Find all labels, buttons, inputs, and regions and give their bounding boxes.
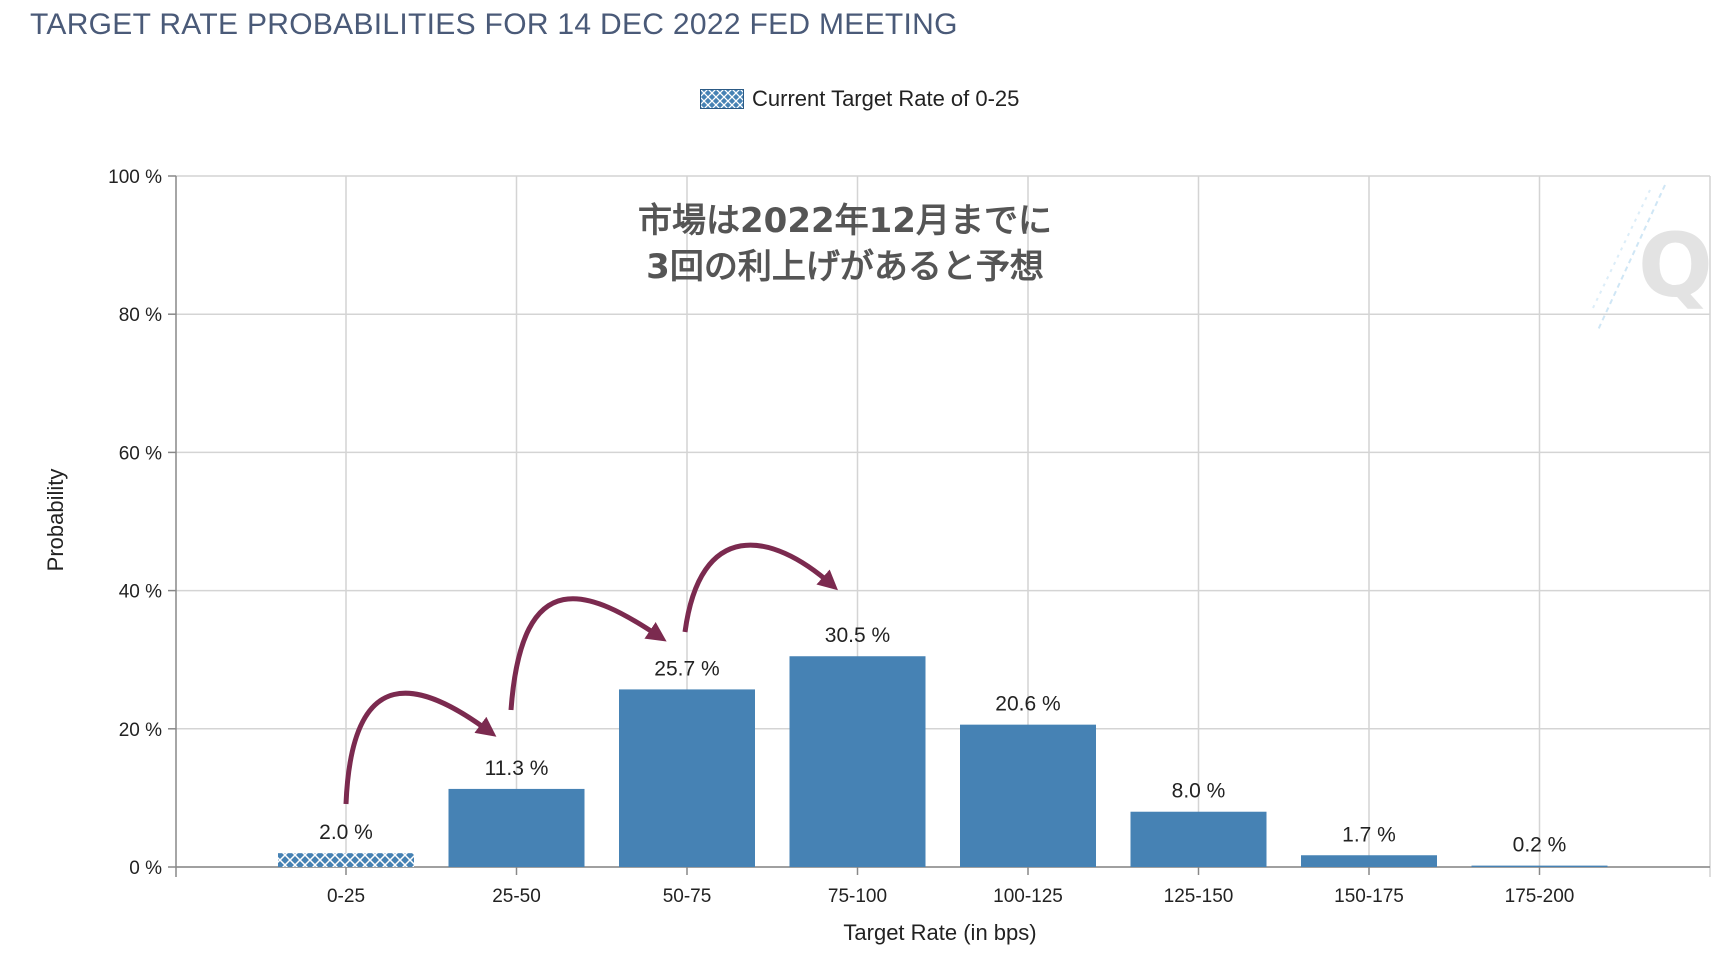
x-tick-label: 25-50 [492,886,541,907]
bar [448,788,585,867]
data-label: 20.6 % [995,693,1060,716]
y-tick-label: 100 % [108,167,162,188]
bar [789,656,926,867]
y-axis-ticks: 0 % 20 % 40 % 60 % 80 % 100 % [108,167,176,879]
x-tick-label: 50-75 [663,886,712,907]
y-tick-label: 0 % [129,858,162,879]
arrow-icon [343,690,497,805]
data-label: 25.7 % [654,657,719,680]
data-label: 0.2 % [1513,834,1567,857]
data-label: 1.7 % [1342,823,1396,846]
y-axis-label: Probability [43,469,68,572]
axes [175,176,1710,877]
legend: Current Target Rate of 0-25 [700,86,1019,112]
x-axis-label: Target Rate (in bps) [843,920,1036,945]
watermark-letter: Q [1638,214,1713,317]
arrow-icon [682,542,838,633]
data-labels: 2.0 % 11.3 % 25.7 % 30.5 % 20.6 % 8.0 % 1.7 % 0… [319,624,1566,856]
x-tick-label: 75-100 [828,886,887,907]
bar [1130,811,1267,867]
bar [960,724,1096,867]
y-tick-label: 80 % [119,305,162,326]
bar [619,689,755,867]
y-tick-label: 40 % [119,582,162,603]
x-tick-label: 0-25 [327,886,365,907]
data-label: 2.0 % [319,821,373,844]
annotation-line-2: 3回の利上げがあると予想 [646,247,1044,287]
y-tick-label: 20 % [119,720,162,741]
bar [1471,865,1608,867]
annotation-line-1: 市場は2022年12月までに [638,201,1052,241]
legend-label: Current Target Rate of 0-25 [752,86,1020,111]
y-tick-label: 60 % [119,443,162,464]
data-label: 11.3 % [485,757,549,780]
x-axis-ticks: 0-25 25-50 50-75 75-100 100-125 125-150 150-17… [327,867,1574,907]
arrow-icon [508,596,667,711]
watermark-q-icon: Q [1591,184,1713,331]
rate-hike-arrows [343,542,838,805]
gridlines [176,175,1711,877]
x-tick-label: 150-175 [1334,886,1404,907]
bars [278,656,1608,867]
x-tick-label: 125-150 [1164,886,1234,907]
legend-swatch-icon [700,89,744,109]
x-tick-label: 175-200 [1505,886,1575,907]
data-label: 30.5 % [825,624,890,647]
bar [278,853,414,867]
bar [1301,855,1437,867]
chart-title: TARGET RATE PROBABILITIES FOR 14 DEC 202… [30,8,958,41]
x-tick-label: 100-125 [993,886,1063,907]
data-label: 8.0 % [1172,780,1226,803]
